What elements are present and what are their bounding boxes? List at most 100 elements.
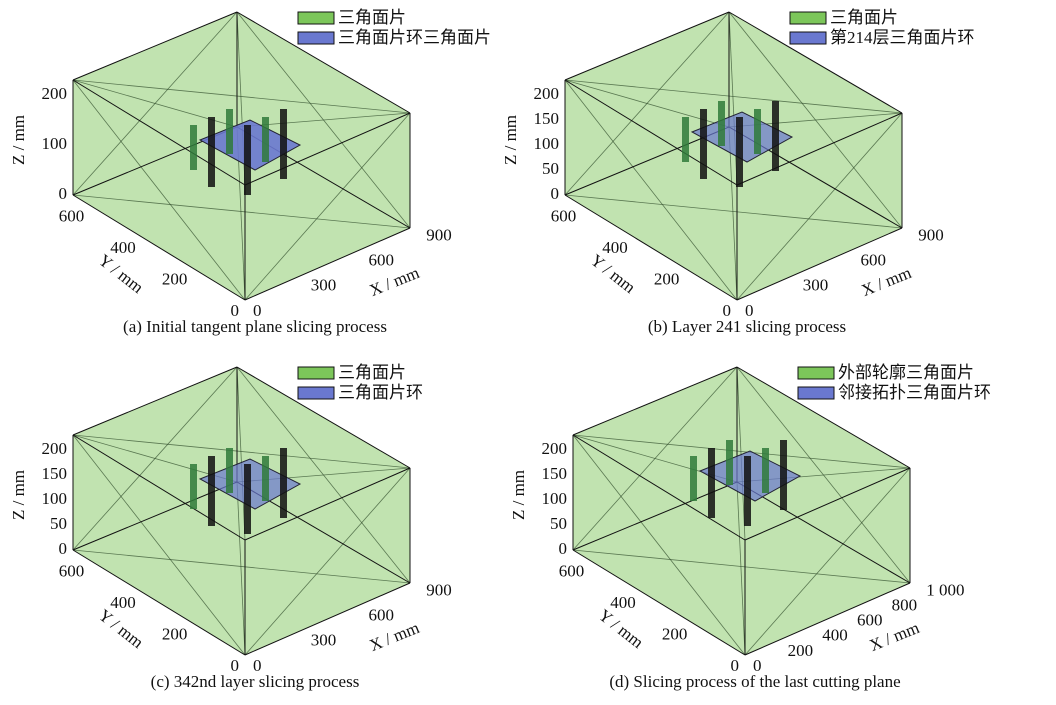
z-tick-label: 0 <box>59 539 68 558</box>
legend-label: 三角面片 <box>338 8 406 27</box>
x-tick-label: 800 <box>892 595 918 614</box>
legend-swatch <box>790 12 826 24</box>
model-part <box>762 448 769 493</box>
y-tick-label: 600 <box>59 206 85 225</box>
model-part <box>682 117 689 162</box>
model-part <box>744 456 751 526</box>
y-tick-label: 600 <box>559 561 585 580</box>
legend-label: 第214层三角面片环 <box>830 28 975 47</box>
model-part <box>754 109 761 154</box>
z-tick-label: 100 <box>534 134 560 153</box>
model-part <box>772 101 779 171</box>
model-part <box>190 464 197 509</box>
x-tick-label: 600 <box>369 251 395 270</box>
legend-swatch <box>798 367 834 379</box>
x-tick-label: 900 <box>426 225 452 244</box>
y-tick-label: 400 <box>602 238 628 257</box>
model-part <box>280 109 287 179</box>
model-part <box>208 456 215 526</box>
y-axis-label: Y / mm <box>95 250 147 297</box>
x-tick-label: 400 <box>822 626 848 645</box>
z-tick-label: 200 <box>42 84 68 103</box>
x-tick-label: 300 <box>311 631 337 650</box>
z-tick-label: 100 <box>42 489 68 508</box>
legend-swatch <box>298 32 334 44</box>
legend-label: 三角面片 <box>338 363 406 382</box>
legend-swatch <box>298 12 334 24</box>
model-part <box>226 109 233 154</box>
model-part <box>262 456 269 501</box>
y-tick-label: 600 <box>551 206 577 225</box>
z-tick-label: 50 <box>50 514 67 533</box>
figure: 010020003006009000200400600Z / mmY / mmX… <box>0 0 1056 705</box>
z-tick-label: 100 <box>42 134 68 153</box>
model-part <box>208 117 215 187</box>
x-tick-label: 300 <box>803 276 829 295</box>
model-part <box>690 456 697 501</box>
y-axis-label: Y / mm <box>95 605 147 652</box>
model-part <box>700 109 707 179</box>
model-part <box>244 125 251 195</box>
legend-swatch <box>790 32 826 44</box>
z-axis-label: Z / mm <box>9 470 28 520</box>
legend-swatch <box>298 387 334 399</box>
y-tick-label: 200 <box>162 269 188 288</box>
model-part <box>718 101 725 146</box>
z-tick-label: 200 <box>534 84 560 103</box>
y-tick-label: 200 <box>162 624 188 643</box>
caption: (c) 342nd layer slicing process <box>151 672 360 691</box>
legend-label: 邻接拓扑三角面片环 <box>838 383 991 402</box>
z-tick-label: 200 <box>42 439 68 458</box>
x-tick-label: 300 <box>311 276 337 295</box>
y-tick-label: 400 <box>110 238 136 257</box>
z-tick-label: 150 <box>42 464 68 483</box>
z-axis-label: Z / mm <box>501 115 520 165</box>
model-part <box>244 464 251 534</box>
x-tick-label: 900 <box>918 225 944 244</box>
z-tick-label: 200 <box>542 439 568 458</box>
x-tick-label: 600 <box>861 251 887 270</box>
caption: (a) Initial tangent plane slicing proces… <box>123 317 387 336</box>
y-tick-label: 400 <box>110 593 136 612</box>
x-tick-label: 900 <box>426 580 452 599</box>
z-axis-label: Z / mm <box>509 470 528 520</box>
y-axis-label: Y / mm <box>587 250 639 297</box>
model-part <box>736 117 743 187</box>
x-tick-label: 200 <box>788 641 814 660</box>
z-tick-label: 0 <box>559 539 568 558</box>
y-tick-label: 600 <box>59 561 85 580</box>
caption: (b) Layer 241 slicing process <box>648 317 846 336</box>
model-part <box>190 125 197 170</box>
caption: (d) Slicing process of the last cutting … <box>609 672 900 691</box>
z-tick-label: 50 <box>542 159 559 178</box>
model-part <box>708 448 715 518</box>
legend-swatch <box>798 387 834 399</box>
z-tick-label: 0 <box>59 184 68 203</box>
z-tick-label: 150 <box>534 109 560 128</box>
y-axis-label: Y / mm <box>595 605 647 652</box>
x-tick-label: 600 <box>857 611 883 630</box>
z-tick-label: 50 <box>550 514 567 533</box>
legend-label: 三角面片环三角面片 <box>338 28 491 47</box>
z-tick-label: 0 <box>551 184 560 203</box>
x-tick-label: 1 000 <box>926 580 964 599</box>
z-axis-label: Z / mm <box>9 115 28 165</box>
z-tick-label: 150 <box>542 464 568 483</box>
model-part <box>280 448 287 518</box>
z-tick-label: 100 <box>542 489 568 508</box>
legend-label: 三角面片环 <box>338 383 423 402</box>
y-tick-label: 400 <box>610 593 636 612</box>
legend-label: 三角面片 <box>830 8 898 27</box>
x-tick-label: 600 <box>369 606 395 625</box>
y-tick-label: 200 <box>654 269 680 288</box>
model-part <box>780 440 787 510</box>
legend-label: 外部轮廓三角面片 <box>838 363 974 382</box>
panel: 05010015020003006009000200400600Z / mmY … <box>9 363 452 691</box>
model-part <box>726 440 733 485</box>
model-part <box>262 117 269 162</box>
y-tick-label: 200 <box>662 624 688 643</box>
legend-swatch <box>298 367 334 379</box>
